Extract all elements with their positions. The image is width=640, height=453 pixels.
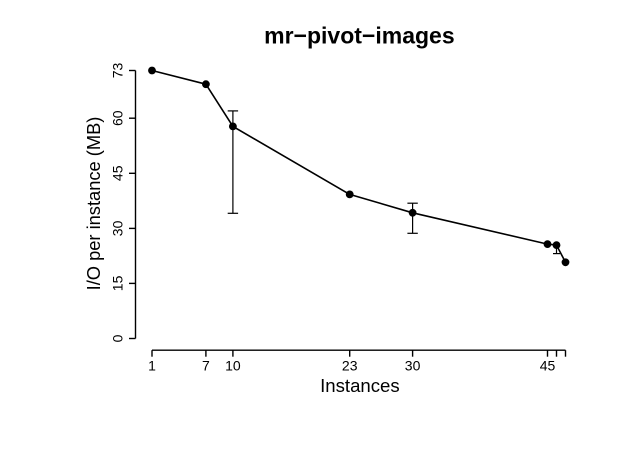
svg-text:60: 60 (110, 110, 126, 126)
svg-text:15: 15 (110, 275, 126, 291)
svg-text:I/O per instance (MB): I/O per instance (MB) (83, 117, 104, 291)
svg-text:mr−pivot−images: mr−pivot−images (264, 23, 454, 49)
svg-text:10: 10 (225, 357, 241, 373)
svg-text:0: 0 (110, 334, 126, 342)
svg-text:7: 7 (202, 357, 210, 373)
svg-text:30: 30 (110, 220, 126, 236)
svg-text:45: 45 (540, 357, 556, 373)
svg-text:23: 23 (342, 357, 358, 373)
svg-text:Instances: Instances (320, 375, 400, 396)
svg-text:30: 30 (405, 357, 421, 373)
svg-text:1: 1 (148, 357, 156, 373)
svg-text:45: 45 (110, 165, 126, 181)
svg-text:73: 73 (110, 63, 126, 79)
